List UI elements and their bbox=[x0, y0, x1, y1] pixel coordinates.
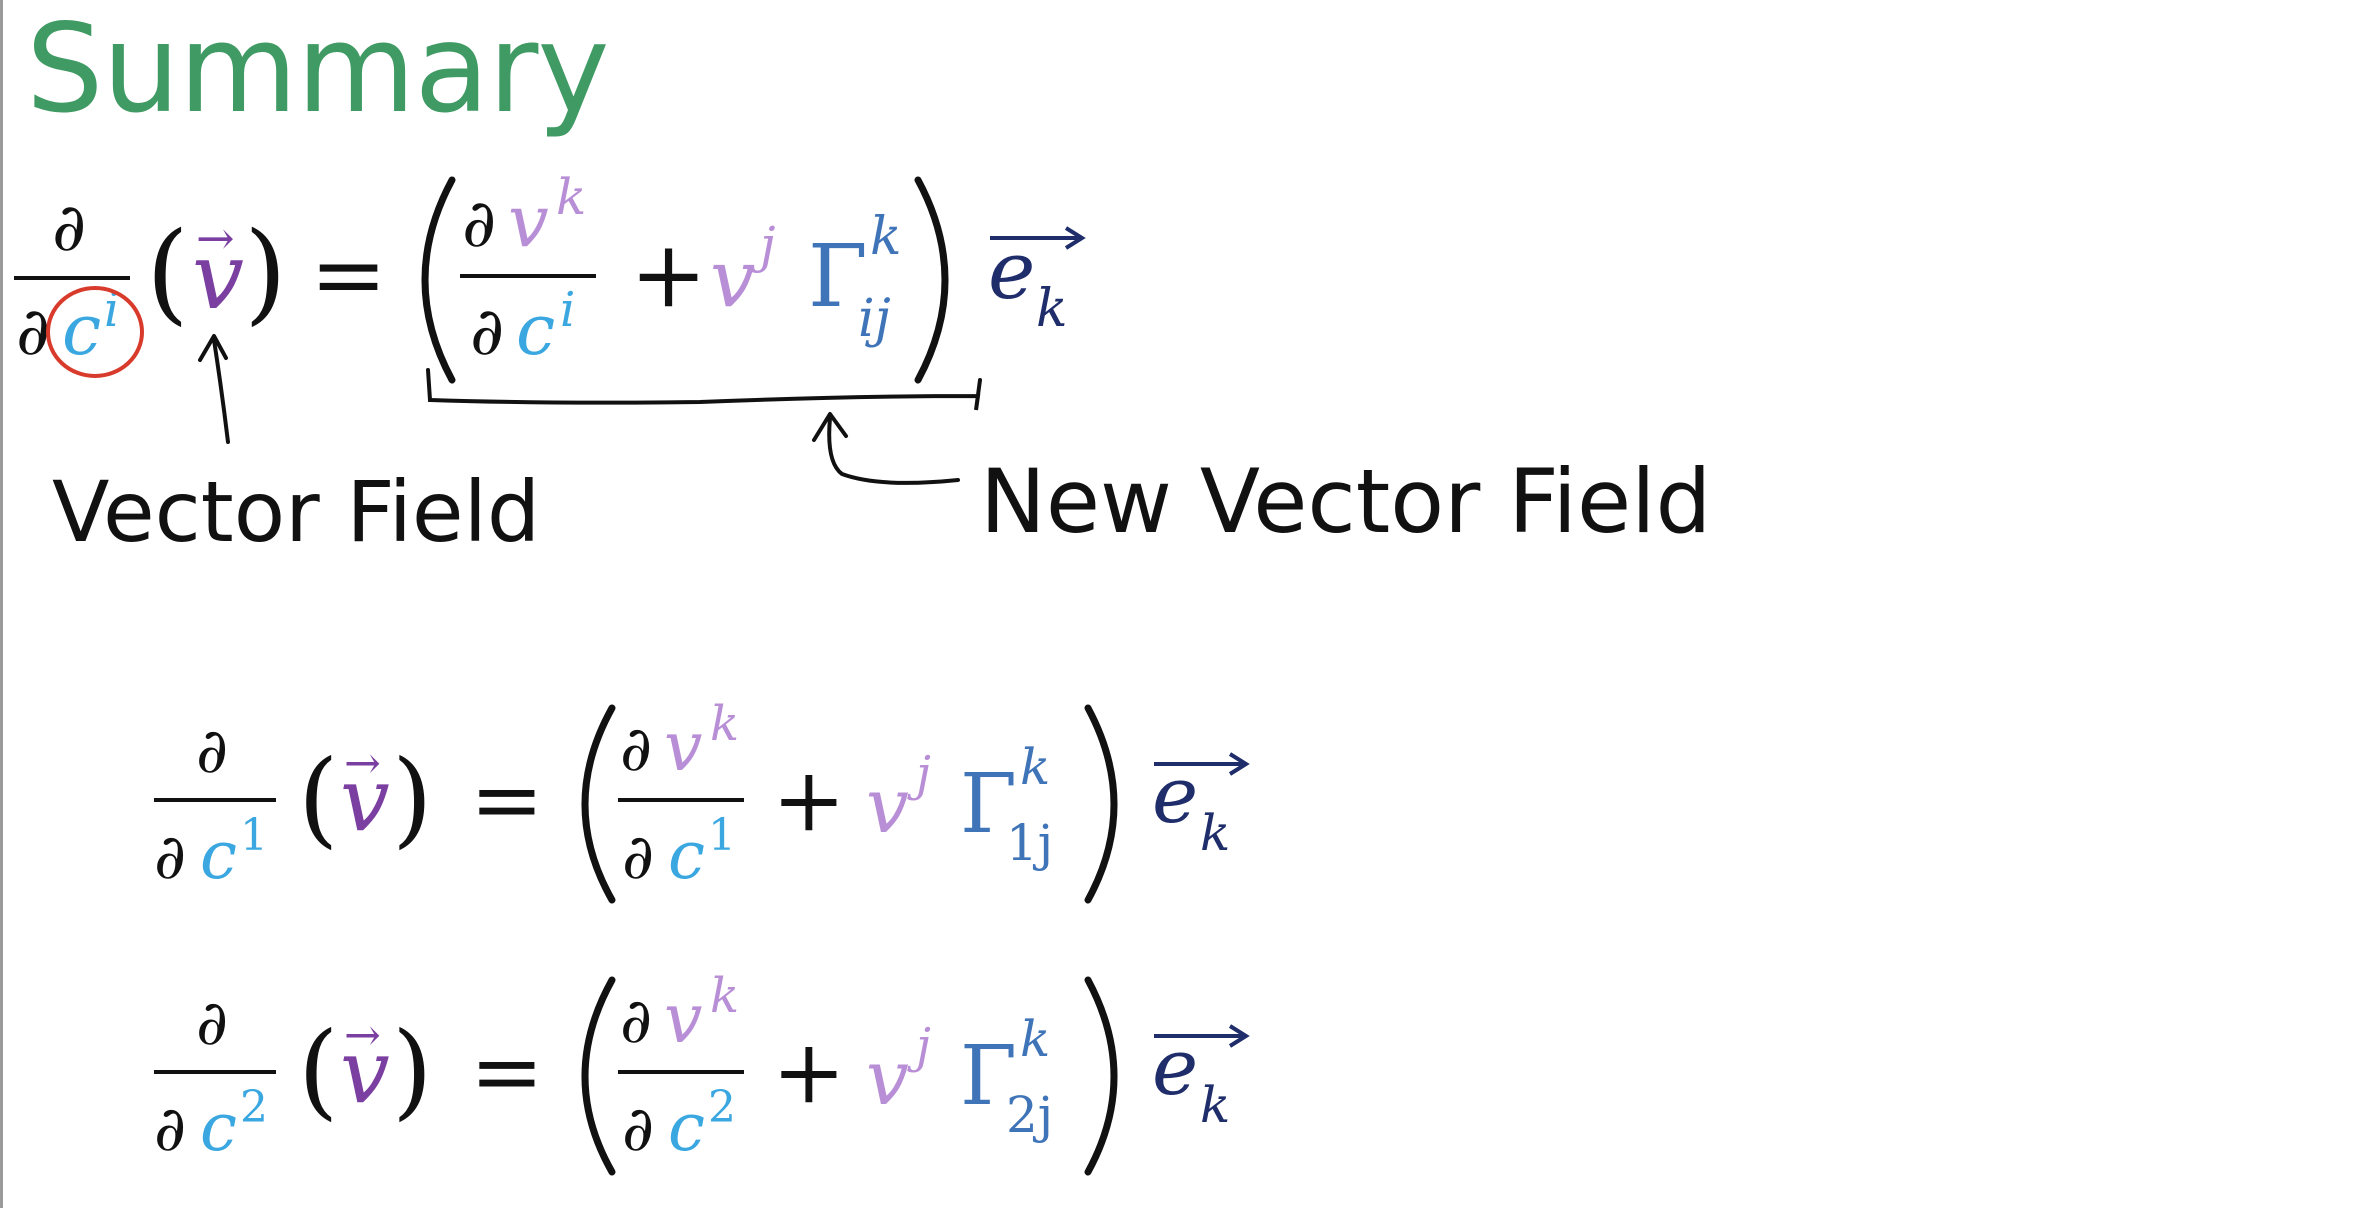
arrow-to-brace-head bbox=[812, 412, 848, 442]
coordinate-c: c bbox=[200, 1089, 237, 1166]
paren-open: ( bbox=[298, 737, 339, 859]
coordinate-index: 1 bbox=[240, 810, 268, 861]
equation-c2: ∂ ∂ c 2 ( v → ) = ∂ v k ∂ c 2 + v j Γ k … bbox=[154, 968, 1250, 1176]
vector-arrow: → bbox=[344, 738, 381, 789]
partial-symbol: ∂ bbox=[196, 714, 228, 787]
vector-arrow: → bbox=[344, 1010, 381, 1061]
partial-symbol: ∂ bbox=[462, 185, 496, 262]
vector-arrow: → bbox=[196, 211, 235, 265]
coordinate-c: c bbox=[62, 289, 101, 371]
component-index: k bbox=[710, 696, 739, 752]
big-paren-close bbox=[914, 176, 949, 384]
basis-vector-arrow-head bbox=[1064, 226, 1086, 250]
coordinate-c: c bbox=[200, 817, 237, 894]
basis-vector-index: k bbox=[1036, 279, 1068, 339]
paren-close: ) bbox=[392, 1009, 433, 1131]
partial-symbol: ∂ bbox=[622, 1092, 654, 1165]
coordinate-index: i bbox=[560, 282, 575, 338]
christoffel-lower-index: 2j bbox=[1006, 1086, 1053, 1144]
basis-vector-index: k bbox=[1200, 804, 1230, 862]
coordinate-index: i bbox=[104, 282, 119, 338]
plus-sign: + bbox=[772, 748, 846, 851]
component-v: v bbox=[866, 1033, 909, 1122]
partial-symbol: ∂ bbox=[620, 712, 652, 785]
partial-symbol: ∂ bbox=[470, 293, 504, 370]
component-index: k bbox=[556, 168, 586, 226]
equals-sign: = bbox=[470, 1020, 544, 1123]
vector-v: v bbox=[340, 748, 390, 851]
component-v: v bbox=[866, 761, 909, 850]
component-index: j bbox=[907, 1018, 931, 1074]
red-circle-annotation bbox=[46, 286, 144, 378]
coordinate-c: c bbox=[668, 1089, 705, 1166]
coordinate-index: 2 bbox=[240, 1082, 268, 1133]
arrow-to-brace bbox=[827, 416, 960, 485]
partial-symbol: ∂ bbox=[154, 1092, 186, 1165]
christoffel-upper-index: k bbox=[870, 207, 902, 267]
paren-open: ( bbox=[146, 208, 189, 336]
equals-sign: = bbox=[310, 221, 387, 328]
coordinate-c: c bbox=[516, 289, 555, 371]
big-paren-close bbox=[1084, 976, 1118, 1176]
basis-vector-index: k bbox=[1200, 1076, 1230, 1134]
basis-vector-arrow-head bbox=[1228, 752, 1250, 776]
plus-sign: + bbox=[630, 221, 707, 328]
big-paren-open bbox=[421, 176, 456, 384]
coordinate-index: 2 bbox=[708, 1082, 736, 1133]
component-v: v bbox=[664, 708, 702, 787]
partial-symbol: ∂ bbox=[620, 984, 652, 1057]
slide-left-border bbox=[0, 0, 3, 1208]
christoffel-upper-index: k bbox=[1020, 738, 1050, 796]
big-paren-open bbox=[581, 976, 616, 1176]
paren-open: ( bbox=[298, 1009, 339, 1131]
arrow-to-v bbox=[212, 338, 230, 444]
vector-v: v bbox=[192, 223, 244, 330]
christoffel-upper-index: k bbox=[1020, 1010, 1050, 1068]
paren-close: ) bbox=[392, 737, 433, 859]
coordinate-c: c bbox=[668, 817, 705, 894]
partial-symbol: ∂ bbox=[16, 293, 50, 370]
component-index: k bbox=[710, 968, 739, 1024]
new-vector-field-label: New Vector Field bbox=[980, 450, 1712, 553]
plus-sign: + bbox=[772, 1020, 846, 1123]
christoffel-lower-index: 1j bbox=[1006, 814, 1053, 872]
component-v: v bbox=[664, 980, 702, 1059]
coordinate-index: 1 bbox=[708, 810, 736, 861]
underbrace bbox=[426, 368, 982, 411]
equation-general: ∂ ∂ c i ( v → ) = ∂ v k ∂ c i + v j Γ k … bbox=[14, 168, 1086, 384]
big-paren-open bbox=[581, 704, 616, 904]
arrow-to-v-head bbox=[198, 334, 228, 362]
basis-vector-arrow-head bbox=[1228, 1024, 1250, 1048]
hand-annotations bbox=[198, 334, 982, 485]
christoffel-gamma: Γ bbox=[960, 757, 1017, 852]
partial-symbol: ∂ bbox=[196, 986, 228, 1059]
equation-c1: ∂ ∂ c 1 ( v → ) = ∂ v k ∂ c 1 + v j Γ k … bbox=[154, 696, 1250, 904]
vector-field-label: Vector Field bbox=[52, 463, 541, 561]
component-v: v bbox=[508, 179, 549, 263]
paren-close: ) bbox=[244, 208, 287, 336]
big-paren-close bbox=[1084, 704, 1118, 904]
partial-symbol: ∂ bbox=[622, 820, 654, 893]
christoffel-gamma: Γ bbox=[808, 227, 868, 327]
equals-sign: = bbox=[470, 748, 544, 851]
christoffel-gamma: Γ bbox=[960, 1029, 1017, 1124]
slide-title: Summary bbox=[26, 0, 610, 140]
vector-v: v bbox=[340, 1020, 390, 1123]
component-v: v bbox=[710, 232, 755, 325]
component-index: j bbox=[907, 746, 931, 802]
partial-symbol: ∂ bbox=[52, 189, 86, 266]
christoffel-lower-index: ij bbox=[858, 289, 891, 349]
partial-symbol: ∂ bbox=[154, 820, 186, 893]
